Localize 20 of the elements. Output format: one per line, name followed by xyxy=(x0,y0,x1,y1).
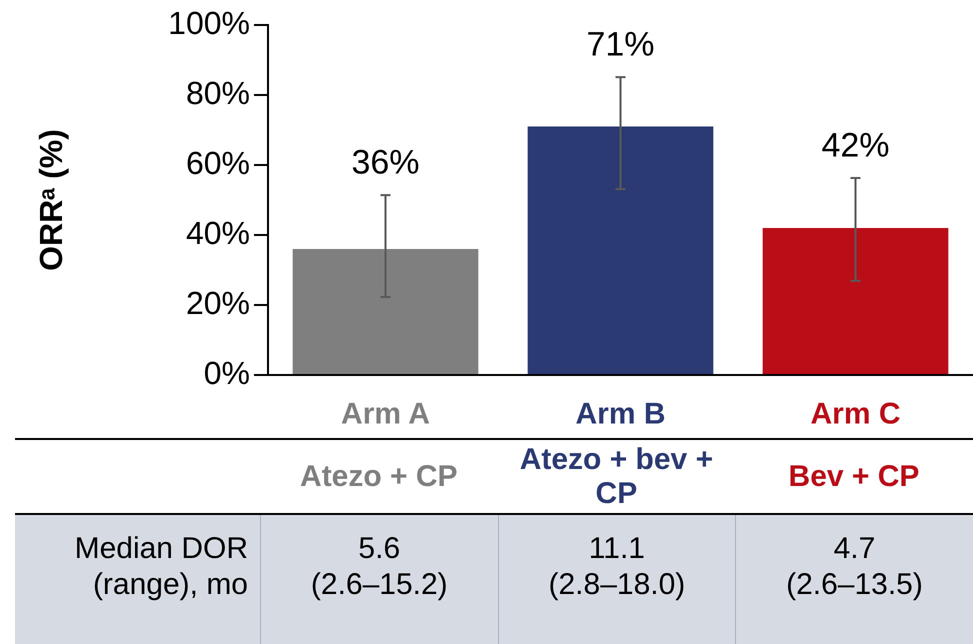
data-label: 36% xyxy=(351,143,420,182)
text: 5.6 (2.6–15.2) xyxy=(260,515,498,644)
y-tick-label: 0% xyxy=(204,354,250,391)
text: 11.1 (2.8–18.0) xyxy=(498,515,736,644)
text: 4.7 (2.6–13.5) xyxy=(735,515,973,644)
y-tick-label: 80% xyxy=(186,74,250,111)
x-tick-label: Arm C xyxy=(810,397,901,430)
text: Atezo + CP xyxy=(299,458,459,494)
text: Bev + CP xyxy=(788,458,920,494)
y-tick-label: 100% xyxy=(168,4,250,41)
y-tick-label: 20% xyxy=(186,284,250,321)
data-label: 42% xyxy=(821,126,890,164)
text: Atezo + bev + CP xyxy=(518,442,714,512)
x-tick-label: Arm B xyxy=(575,397,666,430)
data-label: 71% xyxy=(586,26,655,64)
y-axis-title: ORRᵃ (%) xyxy=(33,129,70,271)
text: Median DOR (range), mo xyxy=(74,531,249,603)
x-tick-label: Arm A xyxy=(341,397,430,430)
y-tick-label: 60% xyxy=(186,144,250,181)
y-tick-label: 40% xyxy=(186,214,250,251)
